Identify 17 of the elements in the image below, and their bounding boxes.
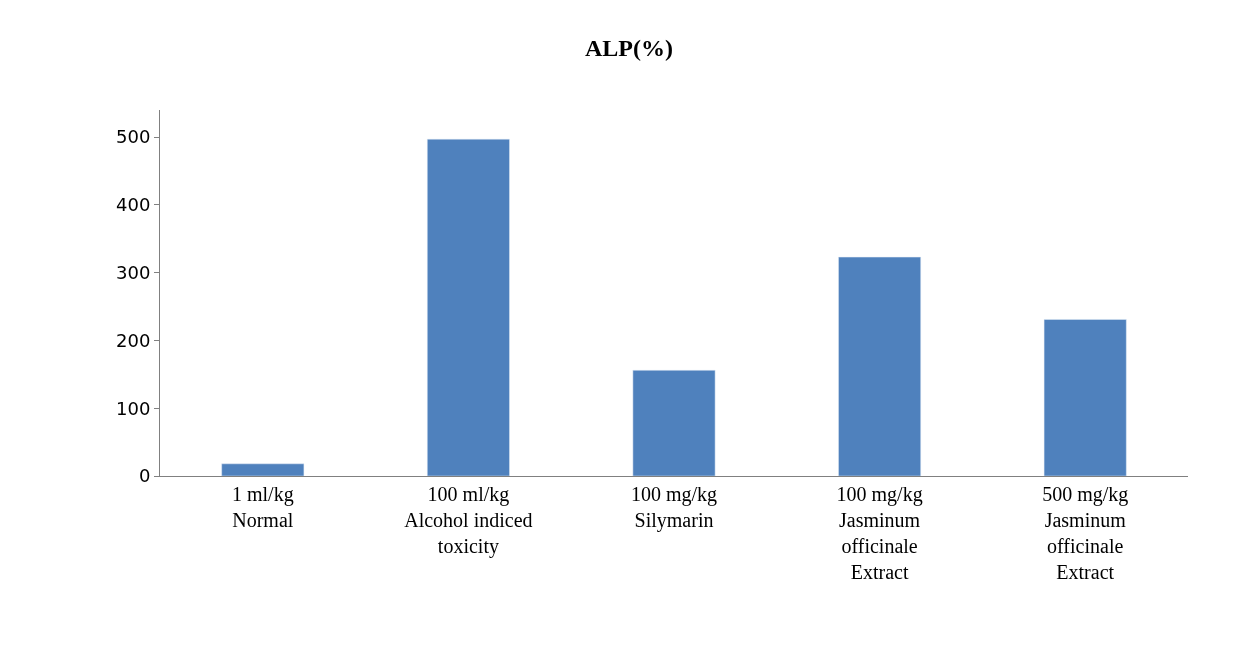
bar bbox=[632, 370, 716, 476]
y-tick-label: 300 bbox=[116, 261, 151, 283]
x-tick-label: 100 ml/kg Alcohol indiced toxicity bbox=[404, 483, 533, 558]
y-tick-label: 100 bbox=[116, 397, 151, 419]
bar bbox=[221, 463, 305, 476]
chart-title: ALP(%) bbox=[585, 34, 673, 61]
y-tick-label: 400 bbox=[116, 194, 151, 216]
y-tick-label: 500 bbox=[116, 126, 151, 148]
bar bbox=[1043, 319, 1127, 476]
x-tick-label: 1 ml/kg Normal bbox=[231, 483, 294, 531]
bar bbox=[838, 256, 921, 476]
x-tick-label: 500 mg/kg Jasminum officinale Extract bbox=[1042, 483, 1129, 583]
bar bbox=[427, 138, 510, 476]
x-tick-label: 100 mg/kg Silymarin bbox=[630, 483, 718, 532]
y-tick-label: 0 bbox=[138, 465, 151, 487]
y-tick-label: 200 bbox=[116, 329, 151, 351]
x-tick-label: 100 mg/kg Jasminum officinale Extract bbox=[836, 483, 923, 583]
